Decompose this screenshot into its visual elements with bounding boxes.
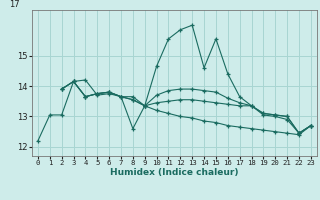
Text: 17: 17 — [9, 0, 20, 9]
X-axis label: Humidex (Indice chaleur): Humidex (Indice chaleur) — [110, 168, 239, 177]
